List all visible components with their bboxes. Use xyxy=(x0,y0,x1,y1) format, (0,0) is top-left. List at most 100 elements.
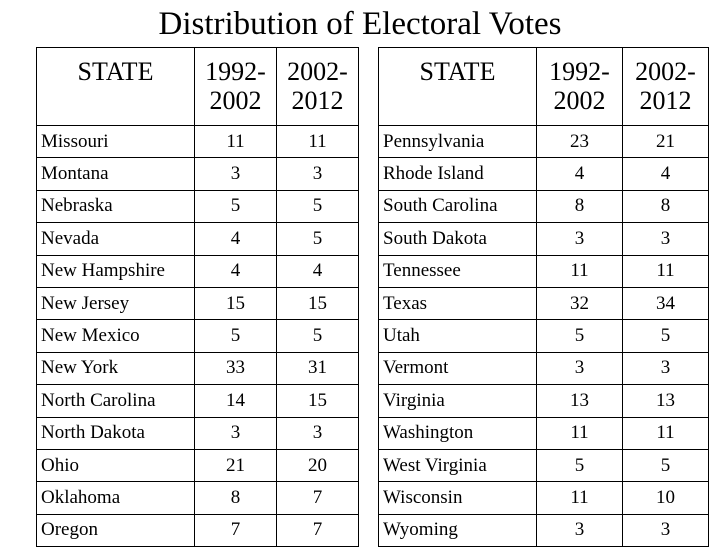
table-row: Ohio 21 20 xyxy=(36,448,359,483)
votes-1992-2002-cell: 3 xyxy=(194,157,277,191)
votes-1992-2002-cell: 8 xyxy=(536,189,623,224)
table-row: Vermont 3 3 xyxy=(378,351,709,386)
table-row: South Carolina 8 8 xyxy=(378,189,709,224)
votes-1992-2002-cell: 11 xyxy=(536,416,623,450)
table-row: South Dakota 3 3 xyxy=(378,222,709,256)
votes-1992-2002-cell: 3 xyxy=(536,513,623,547)
table-row: Montana 3 3 xyxy=(36,157,359,191)
state-name-cell: New Mexico xyxy=(36,319,195,353)
state-name-cell: Montana xyxy=(36,157,195,191)
votes-2002-2012-cell: 11 xyxy=(622,416,709,450)
table-row: West Virginia 5 5 xyxy=(378,448,709,483)
state-name-cell: Texas xyxy=(378,286,537,321)
table-row: Oregon 7 7 xyxy=(36,513,359,547)
votes-1992-2002-cell: 11 xyxy=(536,481,623,515)
state-name-cell: New York xyxy=(36,351,195,386)
state-name-cell: South Dakota xyxy=(378,222,537,256)
votes-1992-2002-cell: 3 xyxy=(536,222,623,256)
period1-column-header: 1992- 2002 xyxy=(194,47,277,126)
table-row: North Carolina 14 15 xyxy=(36,384,359,418)
table-row: Nebraska 5 5 xyxy=(36,189,359,224)
votes-1992-2002-cell: 3 xyxy=(536,351,623,386)
votes-1992-2002-cell: 5 xyxy=(194,189,277,224)
table-row: New Jersey 15 15 xyxy=(36,286,359,321)
state-name-cell: New Jersey xyxy=(36,286,195,321)
table-row: Oklahoma 8 7 xyxy=(36,481,359,515)
table-row: Virginia 13 13 xyxy=(378,384,709,418)
votes-2002-2012-cell: 5 xyxy=(276,189,359,224)
table-row: New York 33 31 xyxy=(36,351,359,386)
votes-1992-2002-cell: 23 xyxy=(536,124,623,159)
table-row: Wyoming 3 3 xyxy=(378,513,709,547)
votes-2002-2012-cell: 3 xyxy=(622,222,709,256)
votes-2002-2012-cell: 5 xyxy=(276,319,359,353)
votes-1992-2002-cell: 5 xyxy=(194,319,277,353)
state-name-cell: North Dakota xyxy=(36,416,195,450)
votes-1992-2002-cell: 15 xyxy=(194,286,277,321)
votes-2002-2012-cell: 7 xyxy=(276,481,359,515)
period2-column-header: 2002- 2012 xyxy=(622,47,709,126)
votes-1992-2002-cell: 33 xyxy=(194,351,277,386)
electoral-table-right: STATE 1992- 2002 2002- 2012 Pennsylvania… xyxy=(378,47,709,547)
state-column-header: STATE xyxy=(378,47,537,126)
votes-2002-2012-cell: 3 xyxy=(622,513,709,547)
header-row: STATE 1992- 2002 2002- 2012 xyxy=(378,47,709,126)
votes-1992-2002-cell: 14 xyxy=(194,384,277,418)
votes-2002-2012-cell: 3 xyxy=(276,157,359,191)
votes-2002-2012-cell: 3 xyxy=(276,416,359,450)
table-row: Pennsylvania 23 21 xyxy=(378,124,709,159)
state-name-cell: Tennessee xyxy=(378,254,537,288)
page-title: Distribution of Electoral Votes xyxy=(158,6,562,42)
votes-2002-2012-cell: 15 xyxy=(276,384,359,418)
period1-column-header: 1992- 2002 xyxy=(536,47,623,126)
state-name-cell: Nebraska xyxy=(36,189,195,224)
votes-2002-2012-cell: 8 xyxy=(622,189,709,224)
votes-2002-2012-cell: 15 xyxy=(276,286,359,321)
votes-2002-2012-cell: 34 xyxy=(622,286,709,321)
state-name-cell: Nevada xyxy=(36,222,195,256)
votes-2002-2012-cell: 11 xyxy=(622,254,709,288)
table-row: Rhode Island 4 4 xyxy=(378,157,709,191)
table-row: Utah 5 5 xyxy=(378,319,709,353)
votes-1992-2002-cell: 4 xyxy=(194,254,277,288)
votes-1992-2002-cell: 11 xyxy=(194,124,277,159)
table-row: Texas 32 34 xyxy=(378,286,709,321)
state-name-cell: South Carolina xyxy=(378,189,537,224)
state-name-cell: North Carolina xyxy=(36,384,195,418)
state-column-header: STATE xyxy=(36,47,195,126)
votes-2002-2012-cell: 5 xyxy=(622,319,709,353)
votes-2002-2012-cell: 7 xyxy=(276,513,359,547)
table-row: New Hampshire 4 4 xyxy=(36,254,359,288)
period2-column-header: 2002- 2012 xyxy=(276,47,359,126)
table-row: North Dakota 3 3 xyxy=(36,416,359,450)
state-name-cell: Wyoming xyxy=(378,513,537,547)
votes-1992-2002-cell: 32 xyxy=(536,286,623,321)
votes-2002-2012-cell: 4 xyxy=(276,254,359,288)
votes-1992-2002-cell: 8 xyxy=(194,481,277,515)
table-row: Wisconsin 11 10 xyxy=(378,481,709,515)
votes-1992-2002-cell: 7 xyxy=(194,513,277,547)
table-row: Nevada 4 5 xyxy=(36,222,359,256)
votes-1992-2002-cell: 4 xyxy=(536,157,623,191)
state-name-cell: Rhode Island xyxy=(378,157,537,191)
votes-1992-2002-cell: 11 xyxy=(536,254,623,288)
table-row: Missouri 11 11 xyxy=(36,124,359,159)
state-name-cell: Ohio xyxy=(36,448,195,483)
votes-1992-2002-cell: 4 xyxy=(194,222,277,256)
votes-2002-2012-cell: 11 xyxy=(276,124,359,159)
table-row: New Mexico 5 5 xyxy=(36,319,359,353)
votes-2002-2012-cell: 20 xyxy=(276,448,359,483)
header-row: STATE 1992- 2002 2002- 2012 xyxy=(36,47,359,126)
state-name-cell: New Hampshire xyxy=(36,254,195,288)
state-name-cell: West Virginia xyxy=(378,448,537,483)
state-name-cell: Utah xyxy=(378,319,537,353)
state-name-cell: Vermont xyxy=(378,351,537,386)
votes-2002-2012-cell: 4 xyxy=(622,157,709,191)
votes-1992-2002-cell: 5 xyxy=(536,448,623,483)
table-row: Tennessee 11 11 xyxy=(378,254,709,288)
state-name-cell: Washington xyxy=(378,416,537,450)
votes-1992-2002-cell: 13 xyxy=(536,384,623,418)
votes-2002-2012-cell: 5 xyxy=(622,448,709,483)
electoral-table-left: STATE 1992- 2002 2002- 2012 Missouri 11 11… xyxy=(36,47,359,547)
votes-1992-2002-cell: 5 xyxy=(536,319,623,353)
